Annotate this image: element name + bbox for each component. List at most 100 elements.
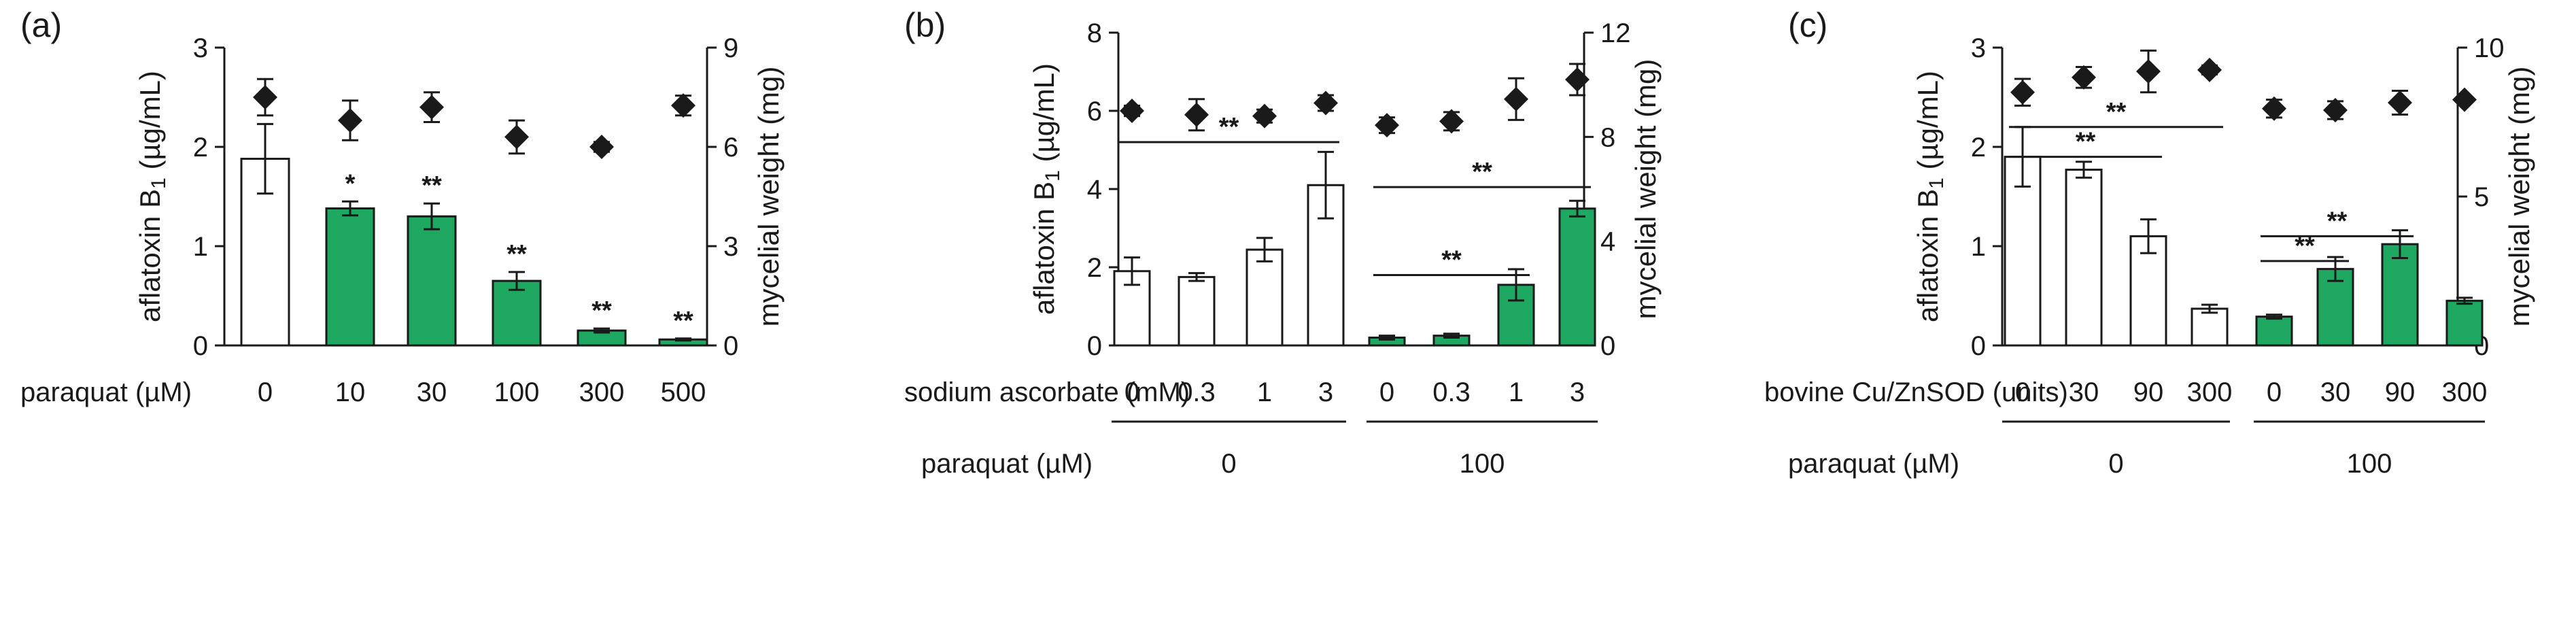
panel-a-bar <box>407 215 457 347</box>
panel-b-category-label: 1 <box>1509 377 1524 407</box>
panel-a-right-axis-title: mycelial weight (mg) <box>753 67 785 327</box>
panel-c-bracket-label: ** <box>2106 98 2127 126</box>
panel-a-bar <box>492 279 542 347</box>
panel-c-left-tick-label: 3 <box>1971 33 1986 63</box>
panel-b-mycelial-point <box>1120 99 1144 123</box>
panel-c-mycelial-point <box>2452 87 2477 112</box>
panel-b-bar <box>1558 207 1596 347</box>
panel-b-mycelial-point <box>1504 86 1528 112</box>
panel-c-right-tick-label: 5 <box>2474 182 2489 212</box>
panel-b-left-tick-label: 8 <box>1087 18 1102 48</box>
panel-a-category-label: 500 <box>661 377 706 407</box>
panel-c-bracket-label: ** <box>2327 207 2348 235</box>
panel-a-bar <box>325 207 375 347</box>
panel-c-category-label: 300 <box>2187 377 2233 407</box>
panel-a-mycelial-point <box>589 135 614 159</box>
panel-b-category-label: 0 <box>1379 377 1394 407</box>
panel-c-mycelial-point <box>2197 57 2222 82</box>
panel-a-right-tick-label: 0 <box>723 331 738 361</box>
panel-b-right-tick-label: 8 <box>1600 122 1615 152</box>
panel-c-right-axis-title: mycelial weight (mg) <box>2503 67 2535 327</box>
panel-a-significance-label: * <box>345 169 356 198</box>
panel-b-factor-label: sodium ascorbate (mM) <box>904 377 1190 407</box>
panel-c-category-label: 90 <box>2133 377 2164 407</box>
panel-c-category-label: 30 <box>2320 377 2351 407</box>
panel-b-left-tick-label: 6 <box>1087 97 1102 126</box>
panel-a-left-tick-label: 0 <box>193 331 208 361</box>
panel-a-left-tick-label: 3 <box>193 33 208 63</box>
panel-c-group-label: 0 <box>2108 449 2123 479</box>
panel-c-category-label: 30 <box>2069 377 2099 407</box>
panel-c-bar <box>2445 299 2484 347</box>
panel-a-significance-label: ** <box>591 296 612 325</box>
panel-b-mycelial-point <box>1184 102 1209 127</box>
panel-c-factor-label: bovine Cu/ZnSOD (units) <box>1764 377 2068 407</box>
panel-b-left-axis-title: aflatoxin B1 (µg/mL) <box>1028 63 1064 315</box>
panel-c-group-factor-label: paraquat (µM) <box>1788 449 1959 479</box>
panel-c-mycelial-point <box>2136 59 2161 84</box>
panel-a-factor-label: paraquat (µM) <box>20 377 192 407</box>
panel-a-significance-label: ** <box>673 307 693 335</box>
panel-b-bar <box>1178 275 1216 347</box>
panel-c-category-label: 0 <box>2015 377 2030 407</box>
panel-c-left-tick-label: 0 <box>1971 331 1986 361</box>
panel-c-left-tick-label: 2 <box>1971 133 1986 163</box>
panel-b-mycelial-point <box>1375 113 1399 138</box>
panel-b-label: (b) <box>904 6 946 44</box>
panel-a-category-label: 10 <box>335 377 366 407</box>
panel-a-significance-label: ** <box>422 171 442 200</box>
panel-b-left-tick-label: 2 <box>1087 253 1102 283</box>
panel-a-mycelial-point <box>671 93 695 118</box>
panel-c-group-label: 100 <box>2347 449 2392 479</box>
panel-b-bracket-label: ** <box>1219 113 1239 141</box>
panel-a-right-tick-label: 3 <box>723 232 738 262</box>
panel-c-category-label: 90 <box>2385 377 2416 407</box>
panel-b-mycelial-point <box>1313 90 1338 116</box>
panel-b-right-tick-label: 12 <box>1600 18 1631 48</box>
panel-b-bracket-label: ** <box>1441 246 1462 275</box>
panel-b-left-tick-label: 0 <box>1087 331 1102 361</box>
panel-b-right-axis-title: mycelial weight (mg) <box>1630 59 1662 320</box>
panel-c-mycelial-point <box>2010 80 2035 105</box>
panel-c-bar <box>2381 243 2419 347</box>
panel-b-group-label: 0 <box>1221 449 1236 479</box>
panel-a-category-label: 30 <box>417 377 447 407</box>
panel-b-mycelial-point <box>1439 109 1464 134</box>
panel-a-category-label: 300 <box>579 377 625 407</box>
panel-a-label: (a) <box>20 6 62 44</box>
panel-a-category-label: 100 <box>494 377 540 407</box>
panel-a-mycelial-point <box>419 95 444 120</box>
panel-c-mycelial-point <box>2072 65 2096 90</box>
panel-c-mycelial-point <box>2262 96 2286 121</box>
panel-b-category-label: 3 <box>1318 377 1333 407</box>
panel-a-mycelial-point <box>253 85 277 109</box>
panel-c-mycelial-point <box>2388 90 2412 116</box>
panel-a-right-tick-label: 6 <box>723 133 738 163</box>
panel-c-bracket-label: ** <box>2295 232 2315 260</box>
panel-c-category-label: 0 <box>2267 377 2282 407</box>
panel-b-bracket-label: ** <box>1472 158 1492 186</box>
panel-b-bar <box>1246 248 1284 347</box>
panel-b-group-label: 100 <box>1460 449 1505 479</box>
panel-c-bar <box>2255 316 2293 347</box>
panel-a-left-tick-label: 2 <box>193 133 208 163</box>
panel-c-left-tick-label: 1 <box>1971 232 1986 262</box>
panel-c-right-tick-label: 10 <box>2474 33 2505 63</box>
panel-b-category-label: 0.3 <box>1432 377 1471 407</box>
panel-b-left-tick-label: 4 <box>1087 175 1102 205</box>
panel-a-mycelial-point <box>338 108 362 133</box>
panel-b-right-tick-label: 0 <box>1600 331 1615 361</box>
panel-a-mycelial-point <box>504 124 529 150</box>
panel-c-bar <box>2191 307 2229 347</box>
panel-c-label: (c) <box>1788 6 1827 44</box>
panel-a-right-tick-label: 9 <box>723 33 738 63</box>
panel-b-category-label: 0 <box>1124 377 1139 407</box>
panel-c-left-axis-title: aflatoxin B1 (µg/mL) <box>1912 71 1948 322</box>
panel-a-left-tick-label: 1 <box>193 232 208 262</box>
panel-c-bracket-label: ** <box>2076 128 2096 156</box>
panel-c-bar <box>2129 235 2167 347</box>
panel-b-mycelial-point <box>1565 67 1590 92</box>
panel-b-right-tick-label: 4 <box>1600 227 1615 257</box>
panel-b-mycelial-point <box>1252 103 1277 129</box>
